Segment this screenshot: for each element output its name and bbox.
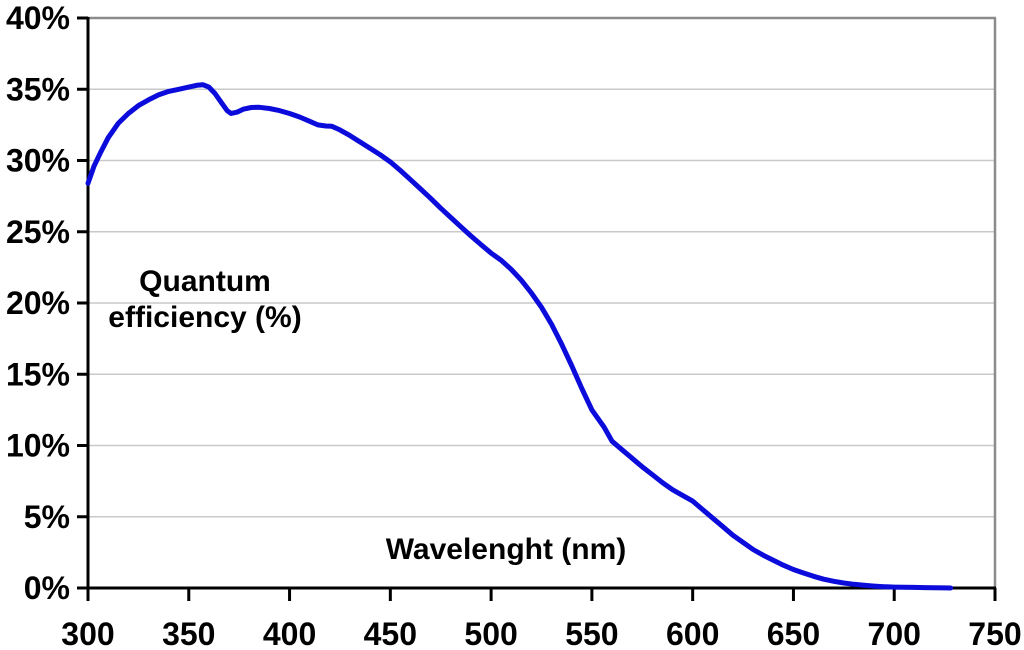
x-tick-label: 450 [364,616,417,650]
y-tick-label: 0% [24,570,70,606]
x-tick-label: 650 [767,616,820,650]
y-tick-label: 15% [6,356,70,392]
y-axis-title: Quantum efficiency (%) [80,264,330,336]
y-tick-label: 20% [6,285,70,321]
y-tick-label: 40% [6,0,70,36]
x-tick-label: 600 [666,616,719,650]
x-tick-label: 750 [968,616,1021,650]
x-tick-label: 550 [565,616,618,650]
x-axis-title: Wavelenght (nm) [385,533,627,566]
x-tick-label: 500 [464,616,517,650]
y-axis-title-line2: efficiency (%) [108,301,302,334]
quantum-efficiency-curve [85,82,954,591]
y-tick-label: 10% [6,428,70,464]
y-tick-label: 35% [6,71,70,107]
x-tick-label: 350 [162,616,215,650]
y-tick-label: 30% [6,143,70,179]
y-tick-label: 5% [24,499,70,535]
x-tick-label: 400 [263,616,316,650]
y-tick-label: 25% [6,214,70,250]
y-axis-title-line1: Quantum [139,265,271,298]
x-tick-label: 700 [868,616,921,650]
x-tick-label: 300 [61,616,114,650]
